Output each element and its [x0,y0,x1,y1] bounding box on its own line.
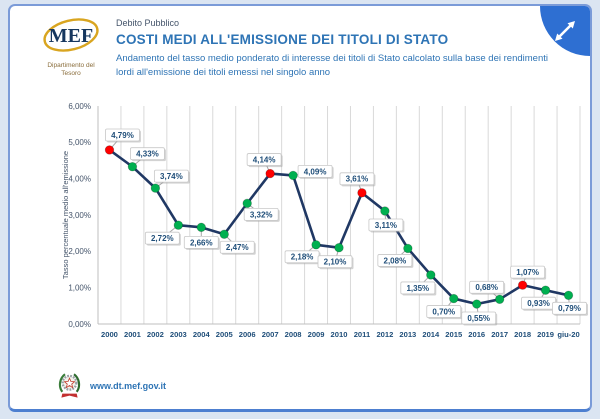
svg-text:6,00%: 6,00% [68,102,91,111]
footer: www.dt.mef.gov.it [56,371,166,400]
line-chart: 0,00% 1,00% 2,00% 3,00% 4,00% 5,00% 6,00% 2000 2… [12,90,590,357]
site-link[interactable]: www.dt.mef.gov.it [90,380,166,391]
header: MEF Dipartimento del Tesoro Debito Pubbl… [38,16,568,81]
logo-department-label: Dipartimento del Tesoro [47,62,95,78]
svg-text:MEF: MEF [49,25,93,47]
svg-text:2002: 2002 [147,330,164,339]
svg-text:2012: 2012 [376,330,393,339]
svg-text:2,10%: 2,10% [324,258,347,267]
svg-text:4,09%: 4,09% [304,167,327,176]
svg-text:4,14%: 4,14% [253,155,276,164]
svg-text:2007: 2007 [262,330,279,339]
svg-text:2008: 2008 [285,330,302,339]
svg-text:2,08%: 2,08% [384,256,407,265]
svg-text:2006: 2006 [239,330,256,339]
svg-text:2014: 2014 [422,330,440,339]
svg-text:2005: 2005 [216,330,234,339]
italian-republic-emblem-icon [58,373,81,398]
svg-text:3,61%: 3,61% [346,175,369,184]
svg-text:2004: 2004 [193,330,211,339]
svg-text:0,79%: 0,79% [558,304,581,313]
chart-description: Andamento del tasso medio ponderato di i… [116,53,548,79]
svg-text:2018: 2018 [514,330,531,339]
mef-logo: MEF Dipartimento del Tesoro [38,16,104,81]
breadcrumb: Debito Pubblico [116,18,180,28]
svg-text:0,00%: 0,00% [68,320,91,329]
svg-text:3,11%: 3,11% [375,221,397,230]
svg-text:0,55%: 0,55% [467,314,490,323]
svg-text:4,33%: 4,33% [136,150,159,159]
svg-text:3,32%: 3,32% [250,210,273,219]
svg-text:0,68%: 0,68% [475,283,498,292]
svg-text:4,00%: 4,00% [68,174,91,183]
svg-text:2010: 2010 [331,330,348,339]
svg-text:1,00%: 1,00% [68,283,91,292]
svg-text:2011: 2011 [354,330,371,339]
svg-text:2017: 2017 [491,330,508,339]
svg-text:2015: 2015 [445,330,463,339]
expand-button[interactable] [540,6,590,56]
svg-text:2000: 2000 [101,330,118,339]
page-title: COSTI MEDI ALL'EMISSIONE DEI TITOLI DI S… [116,32,449,47]
widget-card: MEF Dipartimento del Tesoro Debito Pubbl… [8,4,592,412]
chart-svg: 0,00% 1,00% 2,00% 3,00% 4,00% 5,00% 6,00% 2000 2… [61,102,589,339]
svg-text:2,00%: 2,00% [68,247,91,256]
svg-text:2013: 2013 [399,330,416,339]
svg-text:giu-20: giu-20 [557,330,579,339]
svg-text:3,74%: 3,74% [160,172,183,181]
svg-text:2,18%: 2,18% [291,253,314,262]
svg-text:3,00%: 3,00% [68,211,91,220]
svg-text:1,35%: 1,35% [406,284,429,293]
svg-text:0,70%: 0,70% [432,307,455,316]
svg-text:5,00%: 5,00% [68,138,91,147]
svg-text:2,72%: 2,72% [151,234,174,243]
svg-text:2016: 2016 [468,330,485,339]
svg-text:2019: 2019 [537,330,554,339]
svg-text:2003: 2003 [170,330,187,339]
svg-text:Tasso percentuale medio all'em: Tasso percentuale medio all'emissione [61,151,70,279]
svg-text:2001: 2001 [124,330,142,339]
svg-text:2,47%: 2,47% [226,243,249,252]
svg-text:0,93%: 0,93% [527,299,550,308]
mef-logo-icon: MEF [43,18,99,52]
svg-text:4,79%: 4,79% [111,131,134,140]
svg-text:2009: 2009 [308,330,325,339]
expand-icon [555,21,575,41]
svg-text:1,07%: 1,07% [516,268,539,277]
svg-text:2,66%: 2,66% [190,238,213,247]
